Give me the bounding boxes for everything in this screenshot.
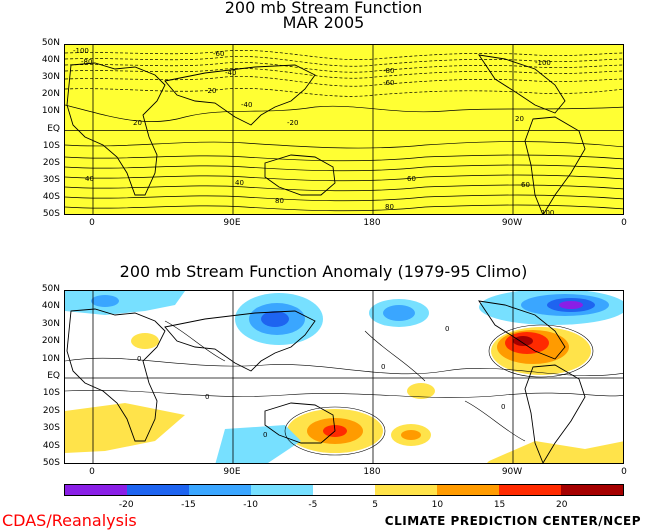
colorbar-swatch [499, 485, 561, 495]
contour-label: -100 [73, 47, 89, 55]
contour-label: -40 [241, 101, 252, 109]
colorbar-label: -10 [243, 500, 259, 510]
contour-label: 0 [445, 325, 449, 333]
colorbar-swatch [65, 485, 127, 495]
top-title-line1: 200 mb Stream Function [224, 0, 423, 17]
contour-label: 0 [501, 403, 505, 411]
colorbar-label: -20 [118, 500, 134, 510]
colorbar-swatch [561, 485, 623, 495]
lat-label: 20S [42, 405, 60, 416]
lat-label: 40S [42, 191, 60, 202]
colorbar-swatch [189, 485, 251, 495]
colorbar-label: -5 [308, 500, 318, 510]
colorbar-label: 10 [431, 500, 444, 510]
lat-label: 50S [42, 458, 60, 468]
colorbar-label: 15 [493, 500, 506, 510]
lon-label: 90W [501, 218, 523, 228]
lon-label: 90W [501, 467, 523, 477]
lat-label: EQ [47, 123, 60, 134]
lat-label: 10N [41, 106, 60, 117]
anomaly-contours [65, 320, 623, 456]
contour-label: -20 [205, 87, 216, 95]
lat-label: EQ [47, 371, 60, 381]
lat-label: 40S [42, 440, 60, 451]
contour-label: 0 [137, 355, 141, 363]
lon-label: 180 [363, 218, 381, 228]
anomaly-fills [65, 291, 623, 463]
colorbar-swatch [313, 485, 375, 495]
anomaly-neg-south [215, 425, 301, 463]
lon-label: 0 [89, 467, 95, 477]
coastlines [66, 54, 586, 214]
top-map: -100 -80 -60 -40 -20 20 40 60 80 -100 -8… [65, 45, 623, 215]
lat-label: 40N [41, 301, 60, 312]
top-contour-labels: -100 -80 -60 -40 -20 20 40 60 80 -100 -8… [73, 47, 554, 215]
colorbar-swatch [375, 485, 437, 495]
lat-label: 20N [41, 89, 60, 100]
lat-label: 10S [42, 140, 60, 151]
lat-label: 40N [41, 55, 60, 66]
lat-label: 30N [41, 318, 60, 329]
contour-label: -60 [213, 50, 224, 58]
lon-label: 90E [223, 218, 241, 228]
bottom-contour-labels: 0 0 0 0 0 0 [137, 325, 505, 439]
asia-coast [164, 64, 316, 126]
top-title-line2: MAR 2005 [282, 13, 365, 32]
coastlines [66, 300, 586, 463]
colorbar-swatch [127, 485, 189, 495]
colorbar-label: 20 [556, 500, 568, 510]
contour-label: -80 [383, 67, 394, 75]
lon-label: 180 [363, 467, 381, 477]
lon-label: 0 [621, 218, 627, 228]
contour-label: -80 [81, 58, 92, 66]
footer-credit: CLIMATE PREDICTION CENTER/NCEP [384, 514, 641, 528]
contour-label: -20 [287, 119, 298, 127]
positive-contours [65, 104, 623, 212]
top-map-fill [65, 45, 623, 214]
contour-label: 20 [515, 115, 524, 123]
lat-label: 20S [42, 157, 60, 168]
contour-label: 100 [541, 209, 554, 215]
colorbar [64, 484, 624, 496]
lon-label: 90E [223, 467, 241, 477]
colorbar-swatch [437, 485, 499, 495]
contour-label: 20 [133, 119, 142, 127]
lat-label: 50N [41, 284, 60, 294]
bottom-map-panel: 0 0 0 0 0 0 [64, 290, 624, 464]
contour-label: -100 [535, 59, 551, 67]
colorbar-label: -15 [181, 500, 196, 510]
australia-coast [264, 154, 336, 196]
footer-source: CDAS/Reanalysis [2, 511, 137, 530]
lon-label: 0 [621, 467, 627, 477]
lat-label: 50S [42, 209, 60, 219]
lat-label: 50N [41, 38, 60, 48]
contour-label: 0 [263, 431, 267, 439]
lat-label: 30N [41, 72, 60, 83]
lat-label: 30S [42, 174, 60, 185]
north-america-coast [478, 54, 566, 114]
south-america-coast [524, 116, 586, 214]
lat-label: 10S [42, 388, 60, 399]
contour-label: 60 [407, 175, 416, 183]
bottom-title: 200 mb Stream Function Anomaly (1979-95 … [119, 262, 528, 281]
contour-label: 80 [385, 203, 394, 211]
contour-label: 60 [521, 181, 530, 189]
lat-label: 10N [41, 353, 60, 364]
contour-label: 40 [85, 175, 94, 183]
colorbar-swatch [251, 485, 313, 495]
contour-label: 80 [275, 197, 284, 205]
colorbar-label: 5 [372, 500, 378, 510]
contour-label: 40 [235, 179, 244, 187]
africa-europe-coast [66, 62, 166, 196]
lat-label: 30S [42, 423, 60, 434]
lat-label: 20N [41, 336, 60, 347]
contour-label: -40 [225, 69, 236, 77]
contour-label: 0 [205, 393, 209, 401]
top-map-panel: -100 -80 -60 -40 -20 20 40 60 80 -100 -8… [64, 44, 624, 215]
bottom-map: 0 0 0 0 0 0 [65, 291, 623, 463]
lon-label: 0 [89, 218, 95, 228]
contour-label: -60 [383, 79, 394, 87]
contour-label: 0 [381, 363, 385, 371]
